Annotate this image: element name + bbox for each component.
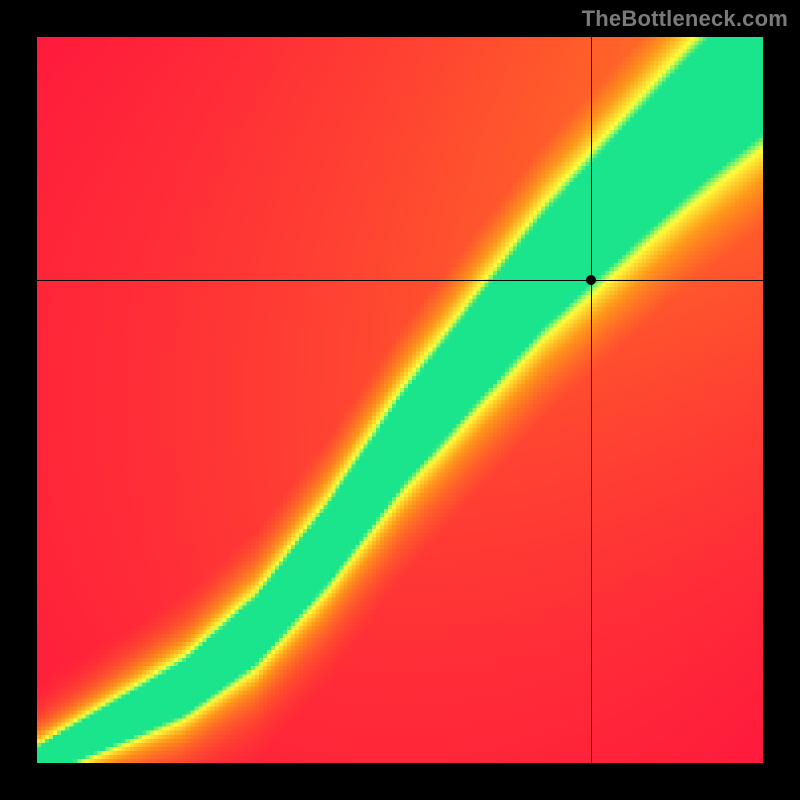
watermark-text: TheBottleneck.com xyxy=(582,6,788,32)
chart-container: TheBottleneck.com xyxy=(0,0,800,800)
plot-area xyxy=(37,37,763,763)
crosshair-horizontal xyxy=(37,280,763,281)
crosshair-vertical xyxy=(591,37,592,763)
marker-point xyxy=(586,275,596,285)
heatmap-canvas xyxy=(37,37,763,763)
